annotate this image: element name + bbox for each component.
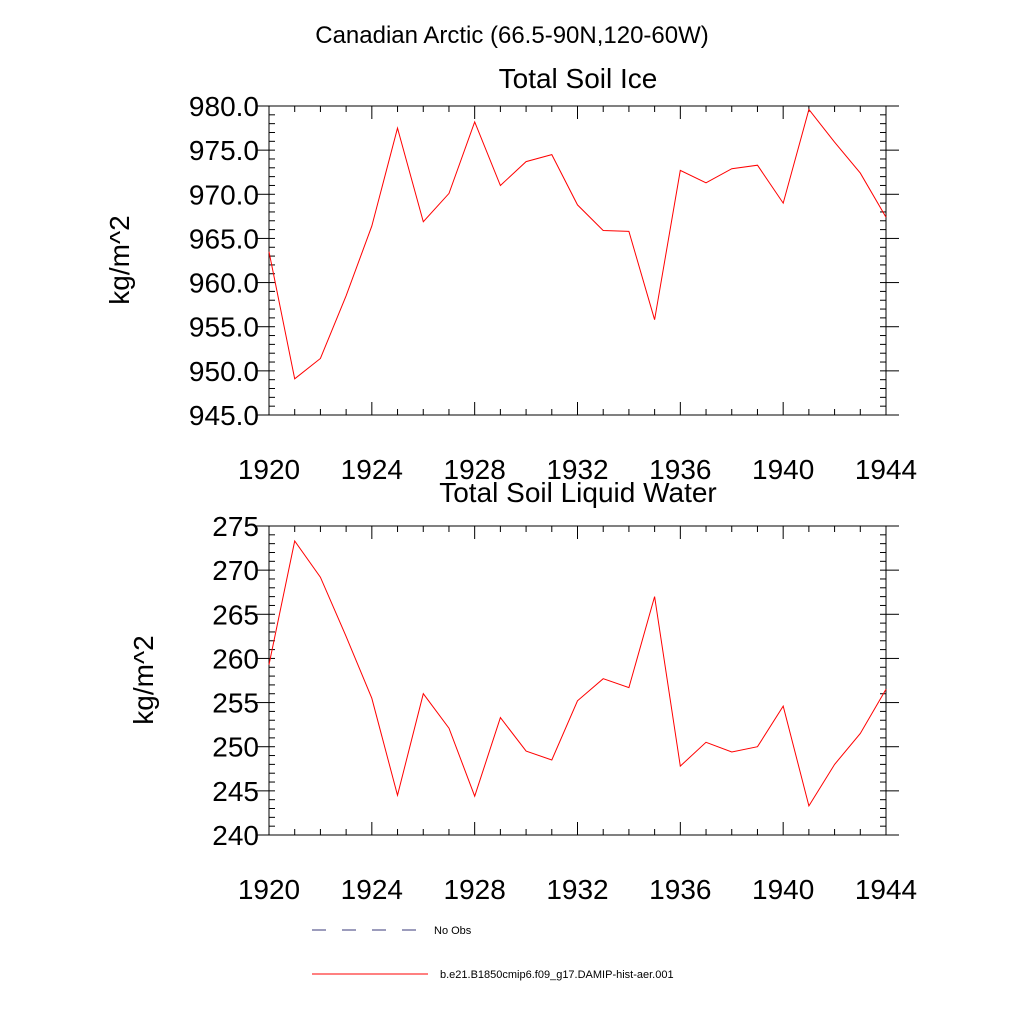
legend-entry-model-run: b.e21.B1850cmip6.f09_g17.DAMIP-hist-aer.… (312, 969, 674, 981)
x-tick-label: 1936 (649, 874, 711, 905)
x-tick-label: 1936 (649, 454, 711, 485)
legend-entry-no-obs: No Obs (312, 925, 472, 937)
figure-title: Canadian Arctic (66.5-90N,120-60W) (315, 22, 709, 49)
y-tick-label: 980.0 (189, 91, 259, 122)
legend-label: No Obs (434, 925, 472, 937)
x-tick-label: 1920 (238, 874, 300, 905)
x-tick-label: 1940 (752, 454, 814, 485)
y-tick-label: 255 (212, 688, 259, 719)
y-tick-label: 265 (212, 599, 259, 630)
plot-frame (268, 525, 887, 836)
soil-liquid-water-panel: Total Soil Liquid Water kg/m^2 1920 1924 1… (128, 477, 917, 905)
y-tick-label: 270 (212, 555, 259, 586)
y-tick-label: 970.0 (189, 179, 259, 210)
x-tick-label: 1924 (341, 454, 403, 485)
y-tick-label: 275 (212, 511, 259, 542)
y-tick-label: 955.0 (189, 312, 259, 343)
series-line (268, 108, 887, 380)
y-tick-label: 240 (212, 820, 259, 851)
y-axis-label: kg/m^2 (104, 215, 135, 304)
y-tick-label: 950.0 (189, 356, 259, 387)
x-tick-label: 1932 (546, 874, 608, 905)
y-tick-label: 260 (212, 643, 259, 674)
y-tick-label: 975.0 (189, 135, 259, 166)
x-tick-label: 1924 (341, 874, 403, 905)
y-tick-label: 945.0 (189, 400, 259, 431)
y-tick-label: 245 (212, 776, 259, 807)
y-tick-label: 250 (212, 732, 259, 763)
x-tick-label: 1940 (752, 874, 814, 905)
soil-ice-panel: Total Soil Ice kg/m^2 1920 1924 1928 1932 19… (104, 63, 917, 485)
plot-frame (268, 105, 887, 416)
y-axis-label: kg/m^2 (128, 635, 159, 724)
x-tick-label: 1932 (546, 454, 608, 485)
x-tick-label: 1944 (855, 874, 917, 905)
panel-title: Total Soil Liquid Water (439, 477, 717, 508)
x-tick-label: 1928 (444, 874, 506, 905)
x-tick-label: 1928 (444, 454, 506, 485)
y-tick-label: 965.0 (189, 223, 259, 254)
legend: No Obs b.e21.B1850cmip6.f09_g17.DAMIP-hi… (312, 925, 674, 981)
panel-title: Total Soil Ice (499, 63, 658, 94)
series-line (268, 539, 887, 808)
x-tick-label: 1944 (855, 454, 917, 485)
legend-label: b.e21.B1850cmip6.f09_g17.DAMIP-hist-aer.… (440, 969, 674, 981)
y-tick-label: 960.0 (189, 268, 259, 299)
x-tick-label: 1920 (238, 454, 300, 485)
